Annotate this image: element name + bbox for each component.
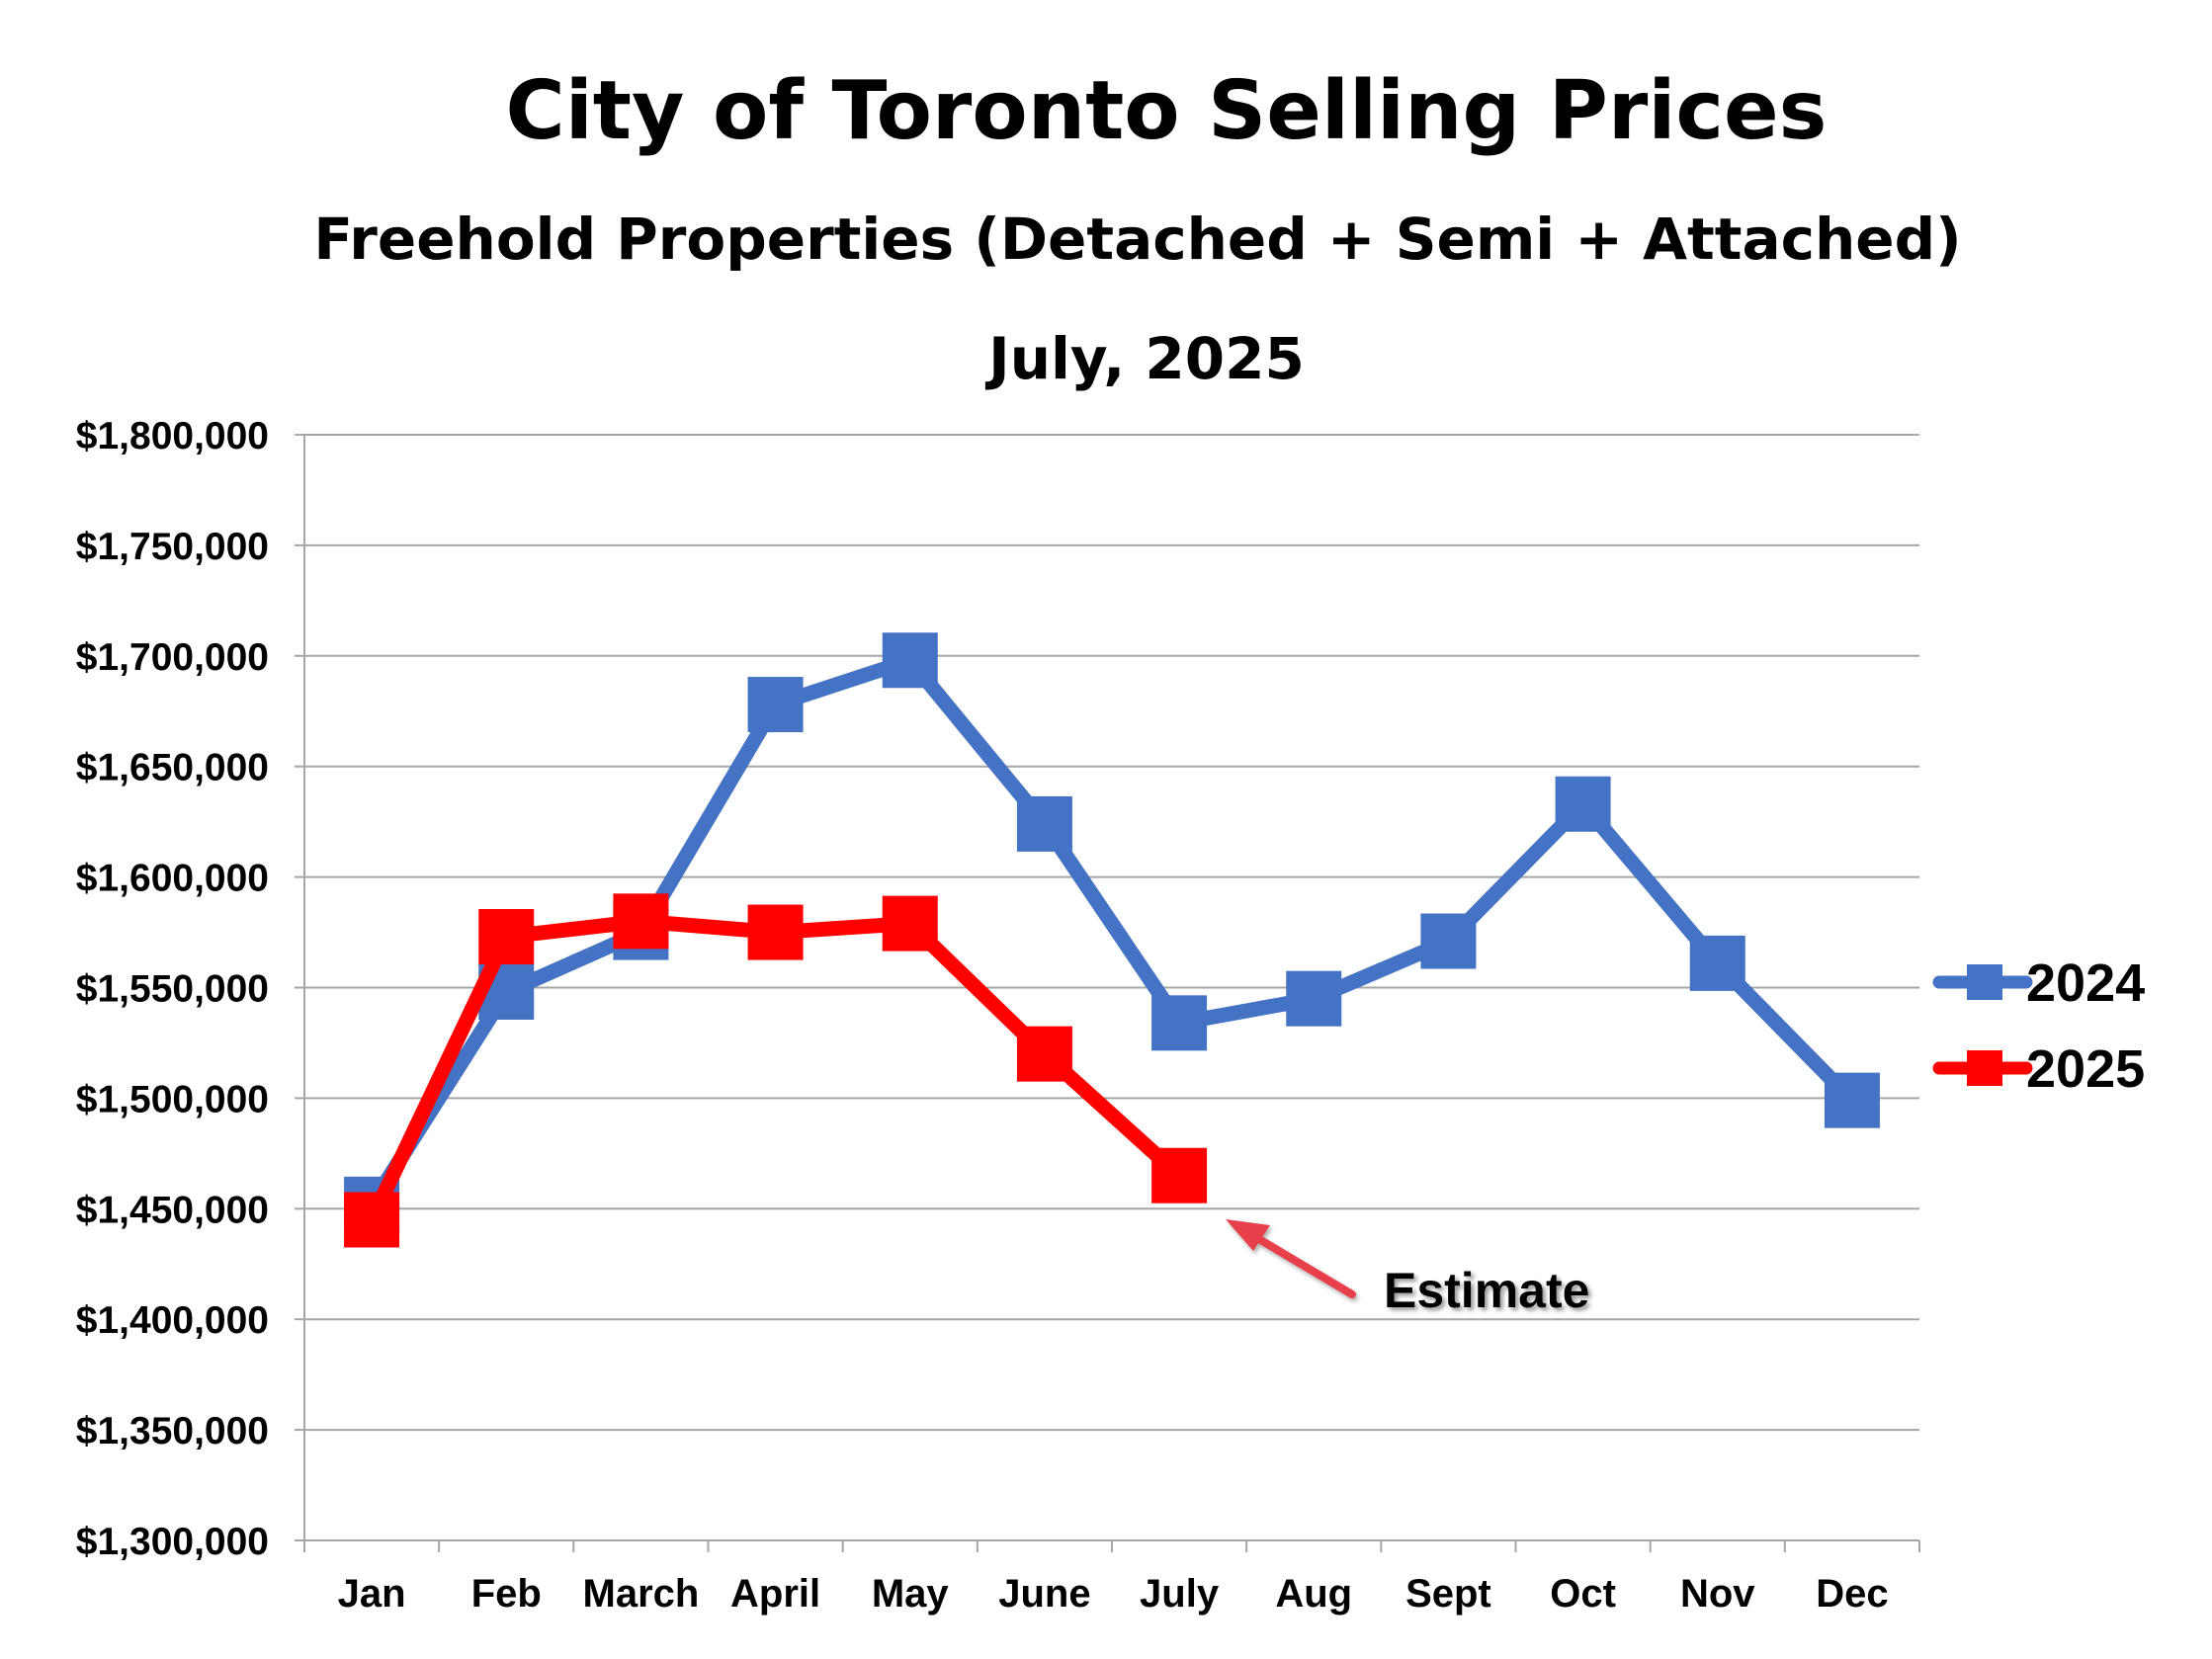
- x-tick-label: May: [872, 1572, 950, 1616]
- data-point-2024: [882, 632, 938, 689]
- data-point-2024: [1555, 776, 1611, 832]
- data-point-2024: [1286, 970, 1342, 1027]
- x-tick-label: Feb: [471, 1572, 542, 1616]
- chart-title: City of Toronto Selling Prices: [506, 64, 1828, 158]
- x-axis-tick-labels: Jan Feb March April May June July Aug Sept Oct Nov…: [338, 1572, 1889, 1616]
- data-point-2025: [1016, 1026, 1072, 1082]
- x-tick-label: Sept: [1405, 1572, 1491, 1616]
- data-point-2024: [1016, 795, 1072, 852]
- gridlines: [304, 434, 1919, 1432]
- x-tick-label: Aug: [1275, 1572, 1352, 1616]
- data-point-2024: [1420, 913, 1477, 969]
- estimate-annotation: Estimate: [1226, 1219, 1589, 1318]
- legend-label: 2025: [2026, 1039, 2145, 1099]
- y-tick-label: $1,750,000: [76, 526, 269, 568]
- y-tick-label: $1,550,000: [76, 968, 269, 1011]
- data-point-2025: [882, 895, 938, 952]
- legend: 2024 2025: [1932, 954, 2145, 1099]
- legend-item-2024: 2024: [1932, 954, 2145, 1013]
- y-tick-label: $1,600,000: [76, 858, 269, 900]
- data-point-2024: [1824, 1072, 1880, 1128]
- x-tick-label: Jan: [338, 1572, 406, 1616]
- x-tick-label: Nov: [1680, 1572, 1755, 1616]
- y-tick-label: $1,300,000: [76, 1521, 269, 1563]
- y-tick-label: $1,800,000: [76, 415, 269, 457]
- y-tick-label: $1,450,000: [76, 1189, 269, 1231]
- data-point-2024: [747, 677, 804, 733]
- data-point-2025: [344, 1192, 400, 1248]
- x-tick-label: June: [998, 1572, 1090, 1616]
- estimate-label: Estimate: [1384, 1263, 1589, 1318]
- x-tick-label: April: [730, 1572, 820, 1616]
- legend-label: 2024: [2026, 954, 2145, 1013]
- estimate-arrow: [1226, 1219, 1356, 1298]
- data-point-2025: [747, 904, 804, 960]
- y-tick-label: $1,500,000: [76, 1078, 269, 1120]
- legend-marker: [1967, 1050, 2002, 1086]
- data-point-2025: [613, 893, 669, 950]
- y-tick-label: $1,700,000: [76, 636, 269, 679]
- legend-item-2025: 2025: [1932, 1039, 2145, 1099]
- y-tick-label: $1,350,000: [76, 1410, 269, 1452]
- x-tick-label: July: [1140, 1572, 1220, 1616]
- x-tick-label: March: [583, 1572, 700, 1616]
- y-axis-tick-labels: $1,300,000 $1,350,000 $1,400,000 $1,450,000…: [76, 415, 269, 1563]
- series-2025: [344, 893, 1208, 1248]
- chart-subtitle: Freehold Properties (Detached + Semi + A…: [313, 206, 1961, 273]
- data-point-2024: [1151, 995, 1208, 1051]
- data-point-2025: [1151, 1147, 1208, 1203]
- data-point-2024: [1689, 935, 1745, 991]
- data-point-2025: [478, 909, 535, 965]
- legend-marker: [1967, 964, 2002, 1000]
- x-tick-label: Oct: [1550, 1572, 1616, 1616]
- chart-date-label: July, 2025: [984, 325, 1305, 392]
- axes: [295, 434, 1920, 1552]
- y-tick-label: $1,400,000: [76, 1299, 269, 1342]
- series-layer: [344, 632, 1880, 1248]
- x-tick-label: Dec: [1816, 1572, 1888, 1616]
- y-tick-label: $1,650,000: [76, 747, 269, 789]
